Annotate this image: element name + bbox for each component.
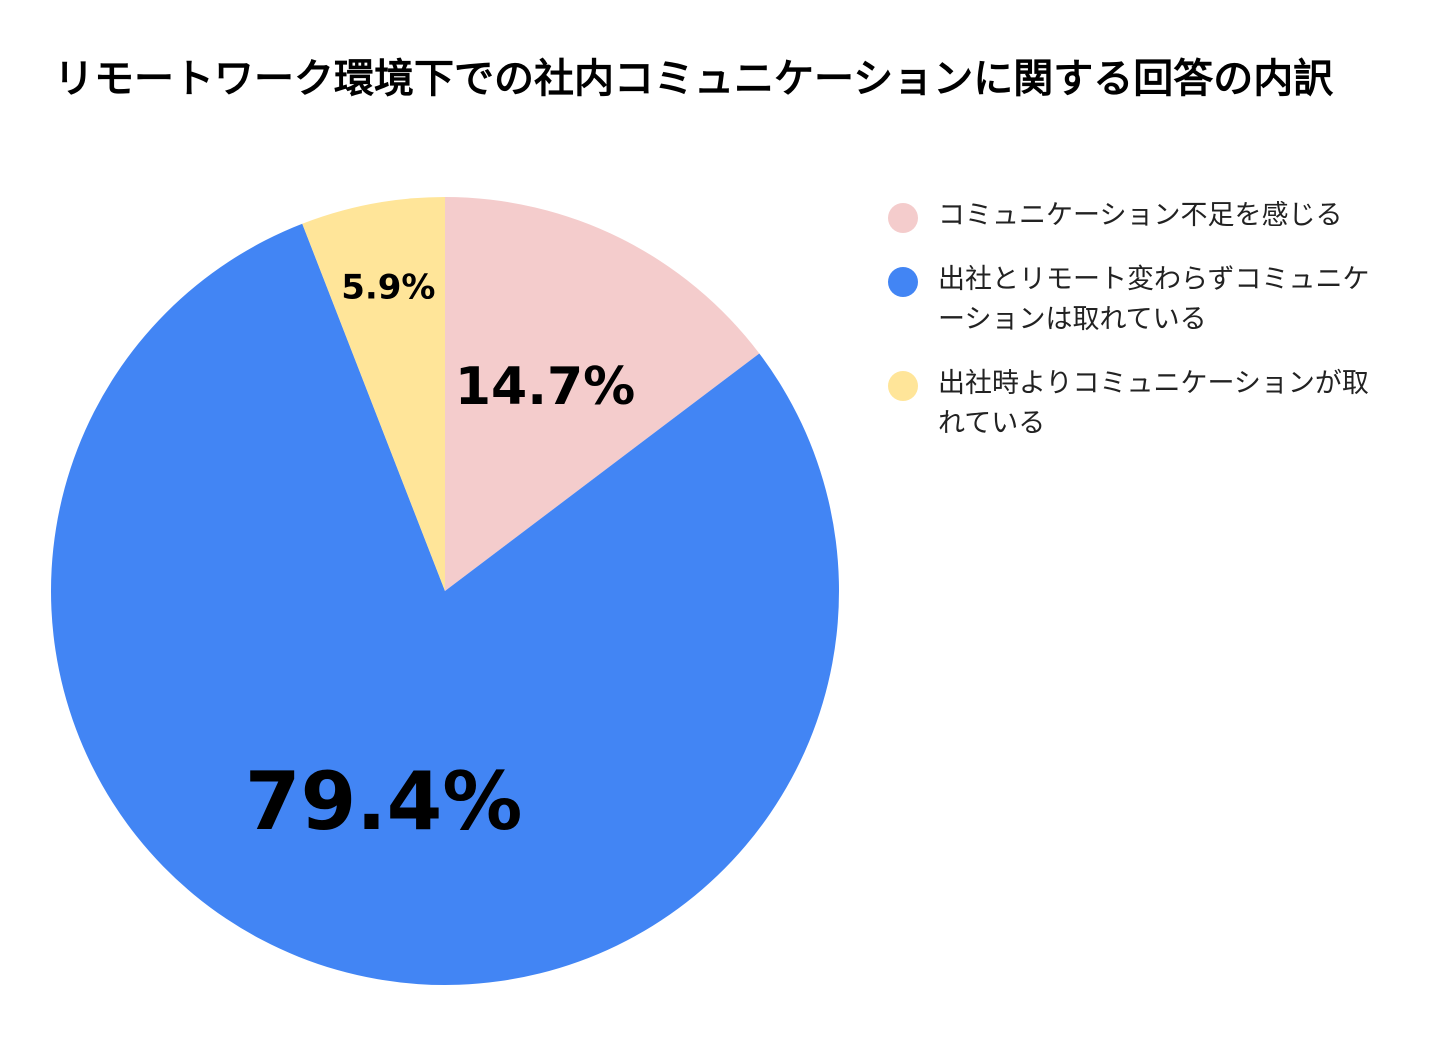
legend-item[interactable]: コミュニケーション不足を感じる xyxy=(888,196,1388,236)
pie-slice[interactable] xyxy=(445,197,760,591)
pie-slice[interactable] xyxy=(302,197,445,591)
slice-label: 5.9% xyxy=(341,267,435,307)
chart-title: リモートワーク環境下での社内コミュニケーションに関する回答の内訳 xyxy=(54,56,1334,102)
legend-swatch xyxy=(888,267,918,297)
legend-item[interactable]: 出社時よりコミュニケーションが取れている xyxy=(888,364,1388,444)
pie-slice[interactable] xyxy=(50,223,839,985)
legend-swatch xyxy=(888,371,918,401)
slice-label: 14.7% xyxy=(455,357,635,417)
legend-item[interactable]: 出社とリモート変わらずコミュニケーションは取れている xyxy=(888,260,1388,340)
legend-label: コミュニケーション不足を感じる xyxy=(938,200,1343,231)
legend-swatch xyxy=(888,203,918,233)
legend: コミュニケーション不足を感じる 出社とリモート変わらずコミュニケーションは取れて… xyxy=(888,196,1388,468)
legend-label: 出社時よりコミュニケーションが取れている xyxy=(938,368,1369,439)
slice-label: 79.4% xyxy=(245,755,523,848)
legend-label: 出社とリモート変わらずコミュニケーションは取れている xyxy=(938,264,1370,335)
